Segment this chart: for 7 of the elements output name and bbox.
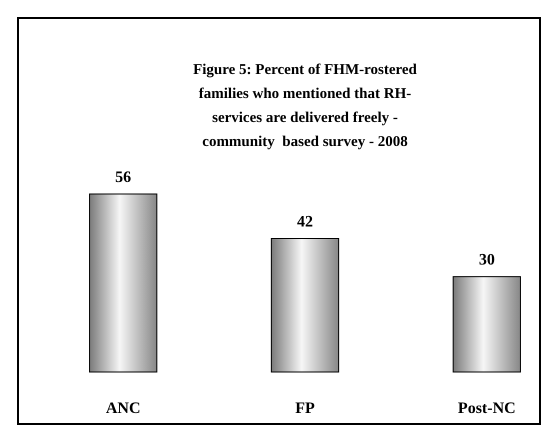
x-tick-label: ANC bbox=[106, 400, 141, 417]
data-label: 30 bbox=[478, 252, 495, 269]
chart-title: Figure 5: Percent of FHM-rostered families who mentioned that RH- services are delivered freely - community based survey - 2008 bbox=[193, 62, 418, 150]
data-label: 42 bbox=[297, 214, 313, 230]
x-tick-label: Post-NC bbox=[458, 400, 516, 417]
x-tick-label: FP bbox=[295, 400, 315, 417]
data-label: 56 bbox=[115, 169, 132, 186]
